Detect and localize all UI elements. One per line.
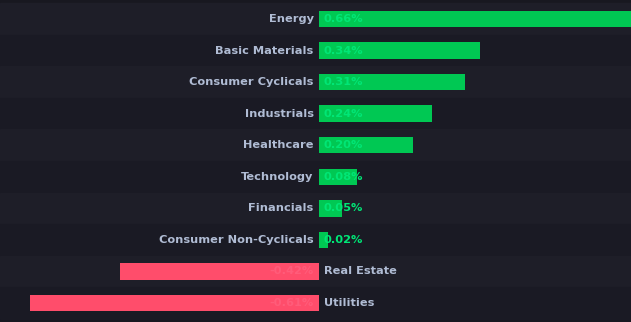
Text: Real Estate: Real Estate — [324, 267, 396, 277]
Bar — [0, 287, 631, 319]
Text: Industrials: Industrials — [245, 109, 314, 118]
Bar — [120, 263, 319, 280]
Text: 0.08%: 0.08% — [324, 172, 363, 182]
Text: 0.34%: 0.34% — [324, 45, 363, 55]
Bar — [0, 224, 631, 256]
Bar — [319, 232, 328, 248]
Text: Consumer Cyclicals: Consumer Cyclicals — [189, 77, 314, 87]
Text: Consumer Non-Cyclicals: Consumer Non-Cyclicals — [159, 235, 314, 245]
Text: Financials: Financials — [249, 204, 314, 213]
Bar — [319, 11, 631, 27]
Text: 0.02%: 0.02% — [324, 235, 363, 245]
Bar — [30, 295, 319, 311]
Bar — [0, 66, 631, 98]
Text: Energy: Energy — [269, 14, 314, 24]
Bar — [319, 74, 466, 90]
Bar — [0, 256, 631, 287]
Text: 0.31%: 0.31% — [324, 77, 363, 87]
Bar — [0, 3, 631, 35]
Bar — [319, 137, 413, 153]
Bar — [0, 161, 631, 193]
Text: Technology: Technology — [241, 172, 314, 182]
Bar — [319, 169, 357, 185]
Bar — [0, 35, 631, 66]
Bar — [319, 42, 480, 59]
Text: Healthcare: Healthcare — [243, 140, 314, 150]
Text: 0.24%: 0.24% — [324, 109, 363, 118]
Text: 0.20%: 0.20% — [324, 140, 363, 150]
Text: Basic Materials: Basic Materials — [215, 45, 314, 55]
Text: Utilities: Utilities — [324, 298, 374, 308]
Bar — [0, 193, 631, 224]
Text: -0.61%: -0.61% — [269, 298, 314, 308]
Bar — [0, 98, 631, 129]
Text: 0.66%: 0.66% — [324, 14, 363, 24]
Bar — [319, 105, 432, 122]
Text: 0.05%: 0.05% — [324, 204, 363, 213]
Bar — [0, 129, 631, 161]
Bar — [319, 200, 342, 217]
Text: -0.42%: -0.42% — [269, 267, 314, 277]
